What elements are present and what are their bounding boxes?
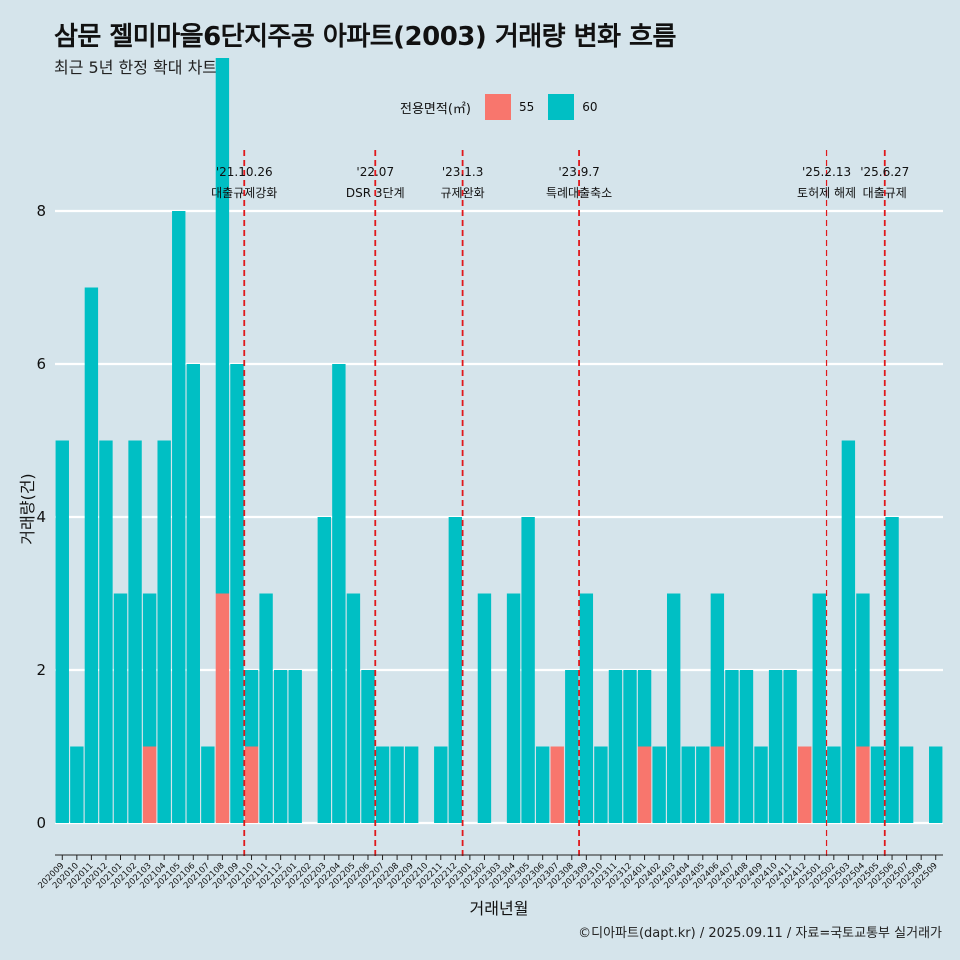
y-tick-label: 8 [36, 202, 46, 220]
bar-202405-60 [696, 746, 710, 823]
bar-202502-60 [827, 746, 841, 823]
bar-202412-55 [798, 746, 812, 823]
bar-202309-60 [579, 593, 594, 823]
bar-202105-60 [172, 211, 186, 823]
event-label-4: 토허제 해제 [797, 186, 856, 200]
event-date-3: '23.9.7 [558, 165, 599, 179]
bar-202212-60 [448, 517, 463, 823]
bar-202011-60 [84, 287, 99, 823]
bar-202104-60 [157, 440, 171, 823]
bar-202403-60 [666, 593, 681, 823]
bar-202407-60 [725, 670, 739, 823]
bar-202110-55 [244, 746, 259, 823]
bar-202411-60 [783, 670, 797, 823]
event-label-0: 대출규제강화 [211, 186, 277, 200]
bar-202312-60 [623, 670, 637, 823]
event-date-1: '22.07 [356, 165, 394, 179]
legend-title: 전용면적(㎡) [400, 101, 471, 117]
bar-202509-60 [929, 746, 943, 823]
bar-202108-55 [215, 593, 230, 823]
bar-202110-60 [244, 670, 259, 747]
bar-202204-60 [332, 364, 346, 823]
bar-202503-60 [841, 440, 856, 823]
bar-202205-60 [346, 593, 361, 823]
bar-202108-60 [215, 58, 230, 594]
bar-202410-60 [768, 670, 783, 823]
bar-202111-60 [259, 593, 273, 823]
bar-202012-60 [99, 440, 113, 823]
event-date-2: '23.1.3 [442, 165, 483, 179]
legend: 전용면적(㎡) 55 60 [400, 93, 604, 121]
bar-202305-60 [521, 517, 535, 823]
bar-202307-55 [550, 746, 564, 823]
chart-title: 삼문 젤미마을6단지주공 아파트(2003) 거래량 변화 흐름 [54, 22, 676, 52]
bar-202206-60 [361, 670, 375, 823]
event-date-0: '21.10.26 [216, 165, 273, 179]
bar-202306-60 [535, 746, 550, 823]
source-caption: ©디아파트(dapt.kr) / 2025.09.11 / 자료=국토교통부 실… [578, 926, 942, 941]
bar-202310-60 [594, 746, 608, 823]
event-date-5: '25.6.27 [860, 165, 909, 179]
bar-202506-60 [885, 517, 899, 823]
chart-subtitle: 최근 5년 한정 확대 차트 [54, 58, 218, 77]
bar-202203-60 [317, 517, 332, 823]
legend-swatch-60 [548, 94, 575, 120]
event-label-5: 대출규제 [863, 186, 907, 200]
bar-202211-60 [434, 746, 448, 823]
bar-202209-60 [404, 746, 419, 823]
bar-202406-55 [710, 746, 725, 823]
bar-202103-55 [142, 746, 157, 823]
bar-202409-60 [754, 746, 768, 823]
bar-202406-60 [710, 593, 725, 747]
x-axis-title: 거래년월 [470, 899, 529, 918]
bar-202207-60 [375, 746, 390, 823]
bar-202201-60 [288, 670, 302, 823]
bar-202504-55 [856, 746, 870, 823]
y-tick-label: 4 [36, 508, 46, 526]
y-axis-title: 거래량(건) [18, 473, 37, 544]
bar-202504-60 [856, 593, 870, 747]
event-label-3: 특례대출축소 [546, 186, 612, 200]
bar-202308-60 [565, 670, 579, 823]
bar-202009-60 [55, 440, 69, 823]
bar-202102-60 [128, 440, 142, 823]
bar-202107-60 [201, 746, 215, 823]
y-tick-label: 2 [36, 661, 46, 679]
bar-202208-60 [390, 746, 404, 823]
bar-202302-60 [477, 593, 492, 823]
bar-202505-60 [870, 746, 885, 823]
bar-202109-60 [230, 364, 244, 823]
event-date-4: '25.2.13 [802, 165, 851, 179]
bar-202112-60 [273, 670, 288, 823]
bar-202304-60 [506, 593, 521, 823]
bar-202401-60 [637, 670, 652, 747]
bar-202501-60 [812, 593, 826, 823]
legend-label-60: 60 [582, 100, 598, 114]
legend-label-55: 55 [518, 100, 535, 114]
bar-202010-60 [70, 746, 84, 823]
bar-202311-60 [608, 670, 623, 823]
bar-202106-60 [186, 364, 200, 823]
bar-202402-60 [652, 746, 666, 823]
y-tick-label: 6 [36, 355, 46, 373]
event-label-1: DSR 3단계 [346, 186, 405, 200]
y-tick-label: 0 [36, 814, 46, 832]
bar-202401-55 [637, 746, 652, 823]
bar-202404-60 [681, 746, 695, 823]
bar-202408-60 [739, 670, 754, 823]
legend-swatch-55 [484, 94, 511, 120]
event-label-2: 규제완화 [441, 186, 485, 200]
bar-202103-60 [142, 593, 157, 747]
bar-202507-60 [899, 746, 914, 823]
bar-202101-60 [113, 593, 128, 823]
